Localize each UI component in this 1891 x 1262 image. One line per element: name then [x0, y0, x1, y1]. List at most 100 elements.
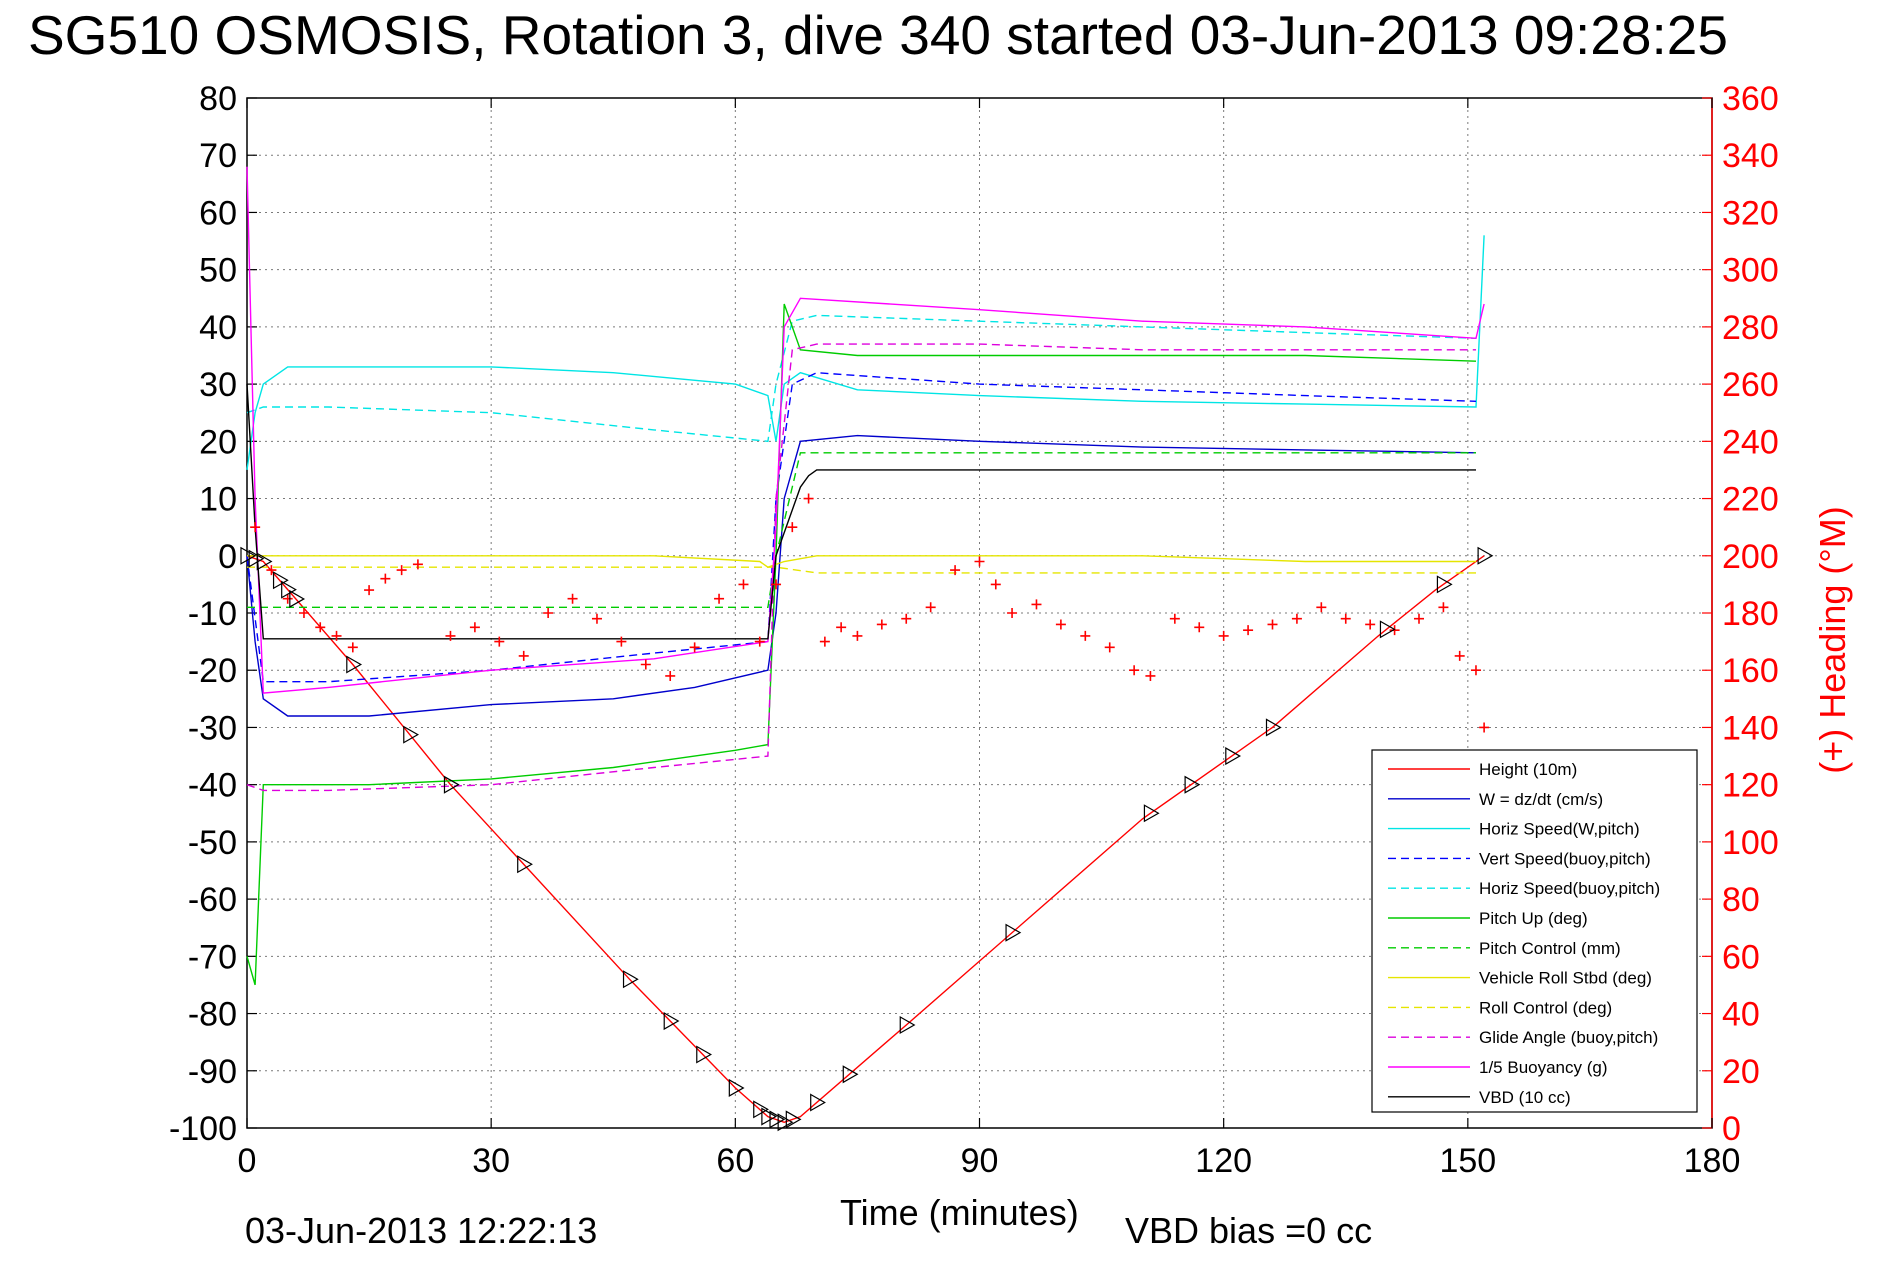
heading-point	[689, 642, 700, 653]
legend-box	[1371, 749, 1698, 1113]
height-marker	[899, 1015, 916, 1035]
right-y-axis: 3603403203002802602402202001801601401201…	[1702, 80, 1779, 1148]
heading-point	[1316, 602, 1327, 613]
height-marker	[753, 1100, 769, 1119]
heading-point	[567, 593, 578, 604]
heading-point	[990, 579, 1001, 590]
y2-tick-label: 300	[1722, 252, 1779, 290]
height-marker	[761, 1107, 778, 1126]
heading-point	[925, 602, 936, 613]
y2-tick-label: 340	[1722, 137, 1779, 175]
heading-point	[1243, 625, 1254, 636]
height-marker	[403, 725, 419, 744]
series-layer	[246, 166, 1485, 1124]
heading-point	[876, 619, 887, 630]
height-marker	[256, 552, 273, 571]
heading-point	[1365, 619, 1376, 630]
footer-vbd-bias: VBD bias =0 cc	[1125, 1210, 1372, 1251]
y2-tick-label: 60	[1722, 938, 1760, 976]
heading-point	[1055, 619, 1066, 630]
legend-label: Pitch Control (mm)	[1479, 939, 1621, 958]
series-line-10	[246, 166, 1485, 694]
y-tick-label: -10	[188, 595, 237, 633]
heading-point	[1470, 665, 1481, 676]
heading-point	[803, 493, 814, 504]
y2-tick-label: 0	[1722, 1110, 1741, 1148]
heading-point	[974, 556, 985, 567]
height-marker	[443, 775, 460, 794]
heading-point	[347, 642, 358, 653]
y-tick-label: 0	[218, 538, 237, 576]
legend-label: Height (10m)	[1479, 760, 1577, 779]
heading-point	[380, 573, 391, 584]
height-marker	[517, 855, 533, 874]
height-marker	[281, 580, 297, 599]
height-marker	[272, 571, 289, 590]
legend-label: Vert Speed(buoy,pitch)	[1479, 849, 1651, 868]
height-marker	[842, 1065, 859, 1084]
y2-tick-label: 240	[1722, 423, 1779, 461]
heading-point	[266, 565, 277, 576]
height-triangle-markers	[240, 546, 1494, 1132]
heading-point	[1104, 642, 1115, 653]
heading-point	[1031, 599, 1042, 610]
footer-date: 03-Jun-2013 12:22:13	[245, 1210, 597, 1251]
heading-point	[1291, 613, 1302, 624]
series-line-0	[246, 555, 1485, 1124]
heading-point	[1218, 630, 1229, 641]
height-marker	[810, 1093, 826, 1112]
height-marker	[777, 1113, 794, 1132]
y2-tick-label: 40	[1722, 996, 1760, 1034]
heading-point	[1007, 608, 1018, 618]
legend-label: Roll Control (deg)	[1479, 998, 1612, 1017]
height-marker	[696, 1045, 712, 1064]
legend-label: VBD (10 cc)	[1479, 1088, 1571, 1107]
y2-tick-label: 20	[1722, 1053, 1760, 1091]
y2-tick-label: 260	[1722, 366, 1779, 404]
x-tick-label: 90	[961, 1142, 999, 1180]
x-tick-label: 120	[1195, 1142, 1252, 1180]
series-line-1	[246, 434, 1477, 717]
height-marker	[785, 1110, 802, 1129]
heading-point	[1267, 619, 1278, 630]
y-tick-label: 50	[199, 252, 237, 290]
y-tick-label: 60	[199, 194, 237, 232]
heading-point	[1169, 613, 1180, 624]
y-tick-label: -50	[188, 824, 237, 862]
series-line-8	[247, 566, 1476, 574]
legend-label: Glide Angle (buoy,pitch)	[1479, 1028, 1658, 1047]
heading-point	[1194, 622, 1205, 633]
heading-point	[1080, 630, 1091, 641]
x-tick-label: 180	[1684, 1142, 1741, 1180]
x-axis: 0 30 60 90 120 150 180	[238, 98, 1741, 1180]
heading-point	[282, 593, 293, 604]
y-tick-label: -30	[188, 709, 237, 747]
y-tick-label: -70	[188, 938, 237, 976]
y2-tick-label: 120	[1722, 767, 1779, 805]
y2-tick-label: 200	[1722, 538, 1779, 576]
heading-point	[1340, 613, 1351, 624]
height-marker	[248, 549, 265, 568]
heading-point	[665, 670, 676, 681]
heading-point	[1438, 602, 1449, 613]
heading-point	[396, 565, 407, 576]
height-marker	[240, 546, 257, 565]
y-tick-label: 30	[199, 366, 237, 404]
heading-point	[412, 559, 423, 570]
heading-point	[901, 613, 912, 624]
y-tick-label: 70	[199, 137, 237, 175]
heading-point	[250, 522, 261, 533]
heading-point	[364, 585, 375, 596]
height-marker	[1379, 620, 1396, 639]
heading-markers	[250, 493, 1490, 733]
left-y-axis: 80 70 60 50 40 30 20 10 0 -10 -20 -30 -40 -50 -60 -70 -8…	[169, 80, 257, 1148]
heading-point	[331, 630, 342, 641]
height-marker	[1265, 718, 1282, 737]
legend-label: W = dz/dt (cm/s)	[1479, 790, 1603, 809]
heading-point	[298, 608, 309, 618]
x-tick-label: 30	[472, 1142, 510, 1180]
heading-point	[640, 659, 651, 670]
series-line-11	[246, 384, 1476, 640]
heading-point	[315, 622, 326, 633]
y-tick-label: -20	[188, 652, 237, 690]
